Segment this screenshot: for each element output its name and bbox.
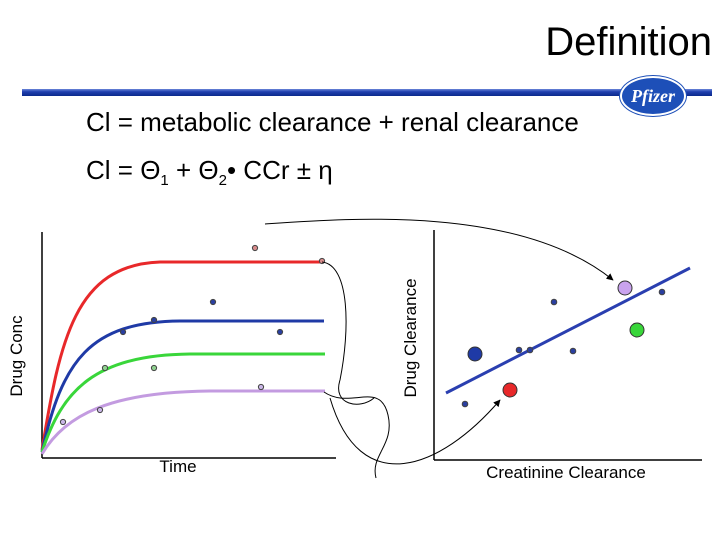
point-green-large: [629, 322, 645, 338]
eq-plus: +: [168, 155, 199, 185]
curve-green: [40, 352, 325, 453]
right-points: [461, 280, 666, 408]
left-points: [59, 244, 326, 426]
regression-line: [445, 266, 691, 395]
eq-sub-2: 2: [218, 172, 227, 190]
right-x-label: Creatinine Clearance: [486, 463, 646, 482]
connector-purple: [323, 391, 390, 479]
connector-red: [321, 261, 375, 405]
arrow-to-purple: [264, 218, 614, 281]
right-y-label: Drug Clearance: [401, 278, 420, 397]
eq-lhs: Cl =: [86, 155, 141, 185]
slide-title: Definition: [545, 20, 712, 64]
eq-tail: • CCr ± η: [226, 155, 333, 185]
eq-theta-2: Θ: [198, 155, 219, 185]
left-y-label: Drug Conc: [7, 315, 26, 397]
equation-clearance-sum: Cl = metabolic clearance + renal clearan…: [86, 107, 579, 137]
point-blue-large: [467, 346, 483, 362]
equation-clearance-model: Cl = Θ1 + Θ2• CCr ± η: [86, 155, 333, 189]
pfizer-logo: Pfizer: [620, 76, 686, 116]
point-purple-large: [617, 280, 633, 296]
left-x-label: Time: [159, 457, 196, 476]
eq-sub-1: 1: [160, 172, 169, 190]
curve-purple: [40, 389, 325, 455]
arrow-to-red: [329, 397, 501, 465]
title-rule: [22, 89, 712, 96]
curve-blue: [40, 319, 324, 453]
eq-theta-1: Θ: [140, 155, 161, 185]
curve-red: [40, 260, 322, 451]
point-red-large: [502, 382, 518, 398]
